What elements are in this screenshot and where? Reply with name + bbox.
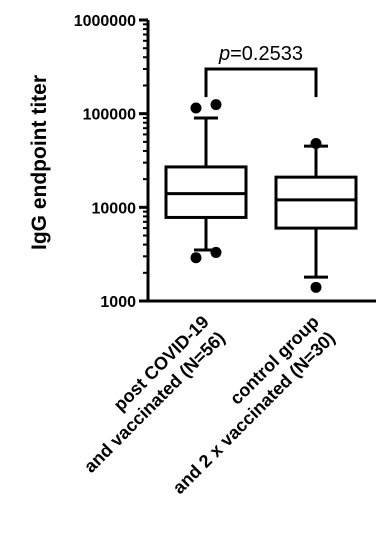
bracket-line xyxy=(204,67,318,98)
axis-layer: 1000 10000 100000 1000000 IgG endpoint titer xyxy=(28,13,376,311)
box-group xyxy=(164,99,248,264)
y-tick-label: 10000 xyxy=(92,200,137,217)
p-symbol: p xyxy=(218,43,230,65)
outlier-point xyxy=(210,99,222,111)
box-group xyxy=(274,138,358,293)
outlier-point xyxy=(210,246,222,258)
outlier-point xyxy=(190,102,202,114)
y-axis-title: IgG endpoint titer xyxy=(28,75,51,250)
y-tick-label: 100000 xyxy=(83,107,136,124)
significance-bracket xyxy=(204,67,318,98)
box-layer xyxy=(164,67,358,293)
p-value-number: =0.2533 xyxy=(230,43,303,65)
p-value-label: p=0.2533 xyxy=(218,43,303,65)
outlier-point xyxy=(190,252,202,264)
y-tick-label: 1000 xyxy=(100,294,136,311)
outlier-point xyxy=(310,138,322,150)
box-iqr xyxy=(274,175,358,230)
outlier-point xyxy=(310,281,322,293)
y-tick-label: 1000000 xyxy=(74,13,136,30)
